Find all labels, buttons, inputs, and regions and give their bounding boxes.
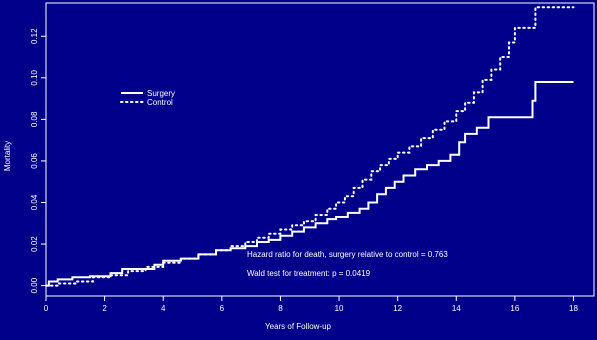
y-tick-label: 0.08 bbox=[30, 111, 39, 127]
x-tick-label: 16 bbox=[510, 304, 519, 313]
x-tick-label: 10 bbox=[335, 304, 344, 313]
legend: Surgery Control bbox=[120, 89, 175, 107]
y-tick-label: 0.12 bbox=[30, 28, 39, 44]
hazard-ratio-annotation: Hazard ratio for death, surgery relative… bbox=[247, 250, 448, 259]
y-tick-label: 0.06 bbox=[30, 153, 39, 169]
x-tick-label: 18 bbox=[569, 304, 578, 313]
series-layer bbox=[45, 6, 575, 287]
plot-border bbox=[45, 2, 595, 297]
series-line-control bbox=[45, 6, 575, 287]
y-tick-label: 0.02 bbox=[30, 236, 39, 252]
y-axis-label: Mortality bbox=[3, 141, 12, 171]
x-tick-label: 0 bbox=[44, 304, 49, 313]
y-tick-label: 0.04 bbox=[30, 194, 39, 210]
y-tick-label: 0.10 bbox=[30, 69, 39, 85]
x-tick-label: 14 bbox=[452, 304, 461, 313]
x-tick-label: 2 bbox=[102, 304, 107, 313]
y-tick-label: 0.00 bbox=[30, 277, 39, 293]
x-axis-label: Years of Follow-up bbox=[265, 322, 332, 331]
x-tick-label: 12 bbox=[393, 304, 402, 313]
x-tick-label: 4 bbox=[161, 304, 166, 313]
x-tick-label: 8 bbox=[278, 304, 283, 313]
y-axis: 0.00 0.02 0.04 0.06 0.08 0.10 0.12 bbox=[30, 28, 46, 293]
legend-label-surgery: Surgery bbox=[147, 89, 175, 98]
legend-label-control: Control bbox=[147, 98, 173, 107]
x-axis: 0 2 4 6 8 10 12 14 16 18 bbox=[44, 296, 578, 313]
plot-frame bbox=[45, 2, 595, 297]
x-tick-label: 6 bbox=[220, 304, 225, 313]
wald-test-annotation: Wald test for treatment: p = 0.0419 bbox=[247, 269, 371, 278]
